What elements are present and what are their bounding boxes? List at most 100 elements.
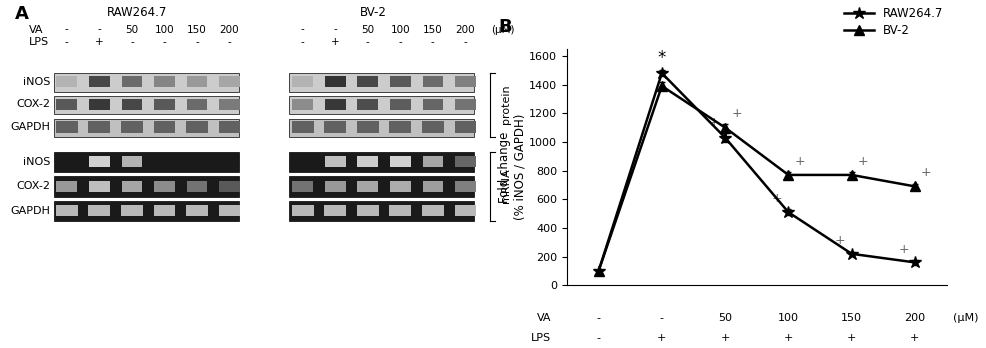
Text: GAPDH: GAPDH: [11, 206, 50, 215]
Bar: [423, 76, 443, 87]
Text: -: -: [98, 25, 102, 34]
Text: -: -: [163, 37, 167, 47]
Text: -: -: [597, 313, 600, 323]
Text: -: -: [130, 37, 134, 47]
Bar: [289, 176, 473, 197]
Bar: [89, 76, 109, 87]
Bar: [289, 201, 473, 221]
Bar: [289, 119, 473, 137]
Text: -: -: [301, 37, 305, 47]
Bar: [219, 76, 240, 87]
Bar: [455, 205, 476, 216]
Bar: [219, 99, 240, 110]
Text: COX-2: COX-2: [17, 181, 50, 191]
Bar: [358, 156, 378, 167]
Bar: [456, 156, 475, 167]
Text: +: +: [772, 192, 782, 205]
Text: +: +: [708, 116, 719, 129]
Bar: [292, 205, 314, 216]
Bar: [389, 121, 411, 133]
Text: +: +: [835, 234, 846, 247]
Text: -: -: [65, 37, 69, 47]
Bar: [219, 121, 241, 133]
Text: LPS: LPS: [29, 37, 49, 47]
Text: -: -: [398, 37, 402, 47]
Text: (μM): (μM): [491, 25, 515, 34]
Bar: [456, 76, 475, 87]
Bar: [423, 156, 443, 167]
Legend: RAW264.7, BV-2: RAW264.7, BV-2: [839, 2, 949, 41]
Text: 50: 50: [718, 313, 733, 323]
Text: *: *: [658, 49, 666, 67]
Text: BV-2: BV-2: [360, 6, 387, 19]
Bar: [89, 121, 110, 133]
Text: 200: 200: [456, 25, 475, 34]
Text: -: -: [301, 25, 305, 34]
Bar: [358, 76, 378, 87]
Bar: [154, 99, 175, 110]
Text: -: -: [463, 37, 467, 47]
Text: GAPDH: GAPDH: [11, 122, 50, 132]
Bar: [324, 121, 346, 133]
Bar: [389, 205, 411, 216]
Text: +: +: [921, 166, 932, 179]
Text: -: -: [660, 313, 664, 323]
Text: COX-2: COX-2: [17, 100, 50, 109]
Bar: [154, 121, 176, 133]
Text: 50: 50: [125, 25, 138, 34]
Text: iNOS: iNOS: [23, 157, 50, 167]
Bar: [422, 205, 444, 216]
Text: -: -: [195, 37, 199, 47]
Bar: [186, 205, 208, 216]
Bar: [54, 201, 239, 221]
Text: +: +: [858, 155, 869, 168]
Text: +: +: [898, 243, 909, 256]
Text: -: -: [366, 37, 370, 47]
Text: 100: 100: [778, 313, 799, 323]
Bar: [89, 99, 109, 110]
Bar: [186, 99, 207, 110]
Bar: [325, 181, 345, 192]
Bar: [56, 205, 78, 216]
Bar: [219, 181, 240, 192]
Bar: [186, 181, 207, 192]
Text: -: -: [333, 25, 337, 34]
Text: 150: 150: [423, 25, 443, 34]
Bar: [54, 96, 239, 114]
Bar: [121, 99, 142, 110]
Bar: [423, 181, 443, 192]
Bar: [293, 99, 313, 110]
Bar: [56, 99, 77, 110]
Bar: [56, 181, 77, 192]
Text: 150: 150: [841, 313, 862, 323]
Bar: [324, 205, 346, 216]
Text: +: +: [331, 37, 339, 47]
Bar: [154, 205, 176, 216]
Bar: [121, 121, 143, 133]
Bar: [289, 152, 473, 172]
Bar: [154, 76, 175, 87]
Text: iNOS: iNOS: [23, 77, 50, 87]
Bar: [56, 121, 78, 133]
Bar: [186, 121, 208, 133]
Text: +: +: [732, 107, 741, 120]
Text: VA: VA: [536, 313, 551, 323]
Bar: [390, 99, 410, 110]
Text: 100: 100: [390, 25, 410, 34]
Bar: [325, 76, 345, 87]
Bar: [358, 181, 378, 192]
Bar: [390, 181, 410, 192]
Bar: [423, 99, 443, 110]
Text: +: +: [657, 333, 667, 343]
Bar: [325, 156, 345, 167]
Bar: [390, 76, 410, 87]
Text: VA: VA: [29, 25, 43, 34]
Text: +: +: [721, 333, 730, 343]
Bar: [357, 121, 379, 133]
Text: -: -: [597, 333, 600, 343]
Text: -: -: [65, 25, 69, 34]
Bar: [292, 121, 314, 133]
Text: 150: 150: [187, 25, 207, 34]
Text: A: A: [16, 5, 30, 23]
Bar: [186, 76, 207, 87]
